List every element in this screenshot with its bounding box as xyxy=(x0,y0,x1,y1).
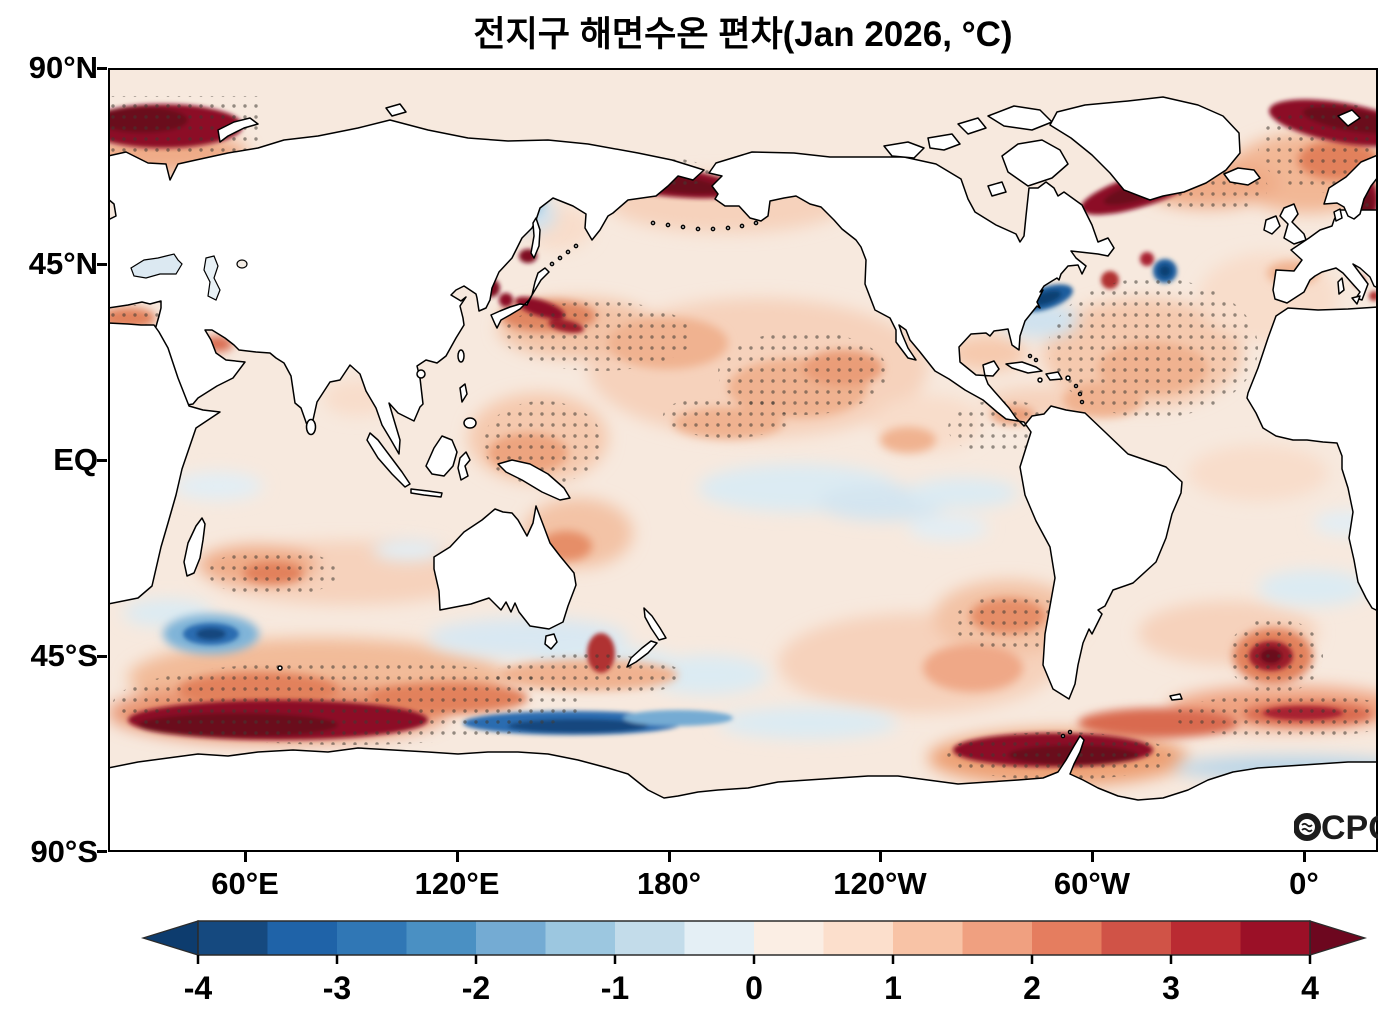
logo-o-waves-icon xyxy=(1293,813,1321,841)
island-kerguelen xyxy=(277,665,283,671)
cb-label--2: -2 xyxy=(462,970,490,1006)
island-borneo xyxy=(425,435,458,477)
island-japan xyxy=(490,267,550,329)
island-cuba xyxy=(1005,361,1043,374)
ytick-label-90s: 90°S xyxy=(30,834,98,869)
cb-label--4: -4 xyxy=(184,970,213,1006)
colorbar-tickmarks xyxy=(196,955,1312,964)
cb-label--3: -3 xyxy=(323,970,351,1006)
cb-label-0: 0 xyxy=(745,970,763,1006)
ocpc-logo-svg: CPC xyxy=(1293,809,1393,847)
inland-seas xyxy=(130,253,248,301)
colorbar: -4 -3 -2 -1 0 1 2 3 4 xyxy=(140,919,1370,1014)
xtick-label-60e: 60°E xyxy=(211,866,279,901)
island-mindanao xyxy=(463,417,477,429)
island-new-guinea xyxy=(497,459,571,501)
colorbar-arrow-left xyxy=(140,920,199,956)
cb-label-4: 4 xyxy=(1301,970,1319,1006)
ytick-label-eq: EQ xyxy=(53,442,98,477)
island-chains xyxy=(549,220,759,267)
xtick-label-120w: 120°W xyxy=(833,866,927,901)
island-iceland xyxy=(1223,167,1261,186)
island-ireland xyxy=(1263,215,1281,235)
island-luzon xyxy=(459,383,468,403)
ytick-label-90n: 90°N xyxy=(28,50,98,85)
xtick-label-60w: 60°W xyxy=(1053,866,1131,901)
island-hainan xyxy=(416,369,426,379)
island-sicily xyxy=(1351,295,1361,305)
landmass-greenland xyxy=(1049,96,1241,201)
cb-label--1: -1 xyxy=(601,970,629,1006)
colorbar-ticklabels: -4 -3 -2 -1 0 1 2 3 4 xyxy=(184,970,1319,1006)
ocpc-logo: CPC xyxy=(1293,803,1393,847)
island-novaya-zemlya xyxy=(217,117,259,143)
colorbar-segments xyxy=(198,921,1310,955)
world-map-svg xyxy=(108,68,1378,852)
xtick-label-120e: 120°E xyxy=(414,866,500,901)
landmass-europe-west xyxy=(1272,209,1378,304)
sst-anomaly-map xyxy=(108,68,1378,852)
ytick-eq xyxy=(97,459,107,462)
island-nz-south xyxy=(626,640,658,668)
landmass-africa-west xyxy=(1246,306,1378,612)
island-corsica-sardinia xyxy=(1337,277,1345,295)
xtick-120w xyxy=(879,852,882,862)
ytick-45s xyxy=(97,655,107,658)
island-hispaniola xyxy=(1045,371,1063,381)
island-java xyxy=(410,488,443,498)
island-nz-north xyxy=(643,607,667,641)
island-sumatra xyxy=(366,432,411,488)
landmass-eurasia xyxy=(108,119,705,455)
logo-cpc-text: CPC xyxy=(1321,809,1378,847)
ytick-label-45n: 45°N xyxy=(28,246,98,281)
ytick-label-45s: 45°S xyxy=(30,638,98,673)
ytick-90n xyxy=(97,67,107,70)
island-sulawesi xyxy=(457,451,471,481)
island-sri-lanka xyxy=(305,418,317,436)
xtick-120e xyxy=(456,852,459,862)
sea-aral xyxy=(236,259,248,269)
island-svalbard xyxy=(1337,109,1361,127)
island-taiwan xyxy=(457,349,465,363)
page-title: 전지구 해면수온 편차(Jan 2026, °C) xyxy=(473,15,1013,54)
xtick-60w xyxy=(1091,852,1094,862)
island-sakhalin xyxy=(530,217,541,259)
cb-label-2: 2 xyxy=(1023,970,1041,1006)
xtick-180 xyxy=(668,852,671,862)
island-tasmania xyxy=(544,633,558,650)
xtick-0 xyxy=(1303,852,1306,862)
landmass-americas xyxy=(708,151,1183,700)
landmass-scandinavia xyxy=(1323,154,1378,220)
island-madagascar xyxy=(183,517,206,577)
ytick-45n xyxy=(97,263,107,266)
island-south-georgia xyxy=(1169,693,1183,701)
colorbar-arrow-right xyxy=(1309,920,1368,956)
map-frame xyxy=(108,68,1378,852)
landmass-africa-east xyxy=(108,322,221,605)
ytick-90s xyxy=(97,850,107,853)
xtick-label-0: 0° xyxy=(1289,866,1319,901)
sea-black-sea xyxy=(130,253,183,279)
xtick-60e xyxy=(244,852,247,862)
cb-label-1: 1 xyxy=(884,970,902,1006)
landmass-denmark xyxy=(1333,208,1343,222)
landmass-australia xyxy=(433,505,577,630)
cb-label-3: 3 xyxy=(1162,970,1180,1006)
xtick-label-180: 180° xyxy=(636,866,702,901)
land-masses xyxy=(108,96,1378,852)
sea-caspian xyxy=(203,255,221,301)
colorbar-svg: -4 -3 -2 -1 0 1 2 3 4 xyxy=(140,920,1368,1006)
landmass-antarctica xyxy=(108,735,1378,852)
island-baffin xyxy=(1001,139,1069,187)
